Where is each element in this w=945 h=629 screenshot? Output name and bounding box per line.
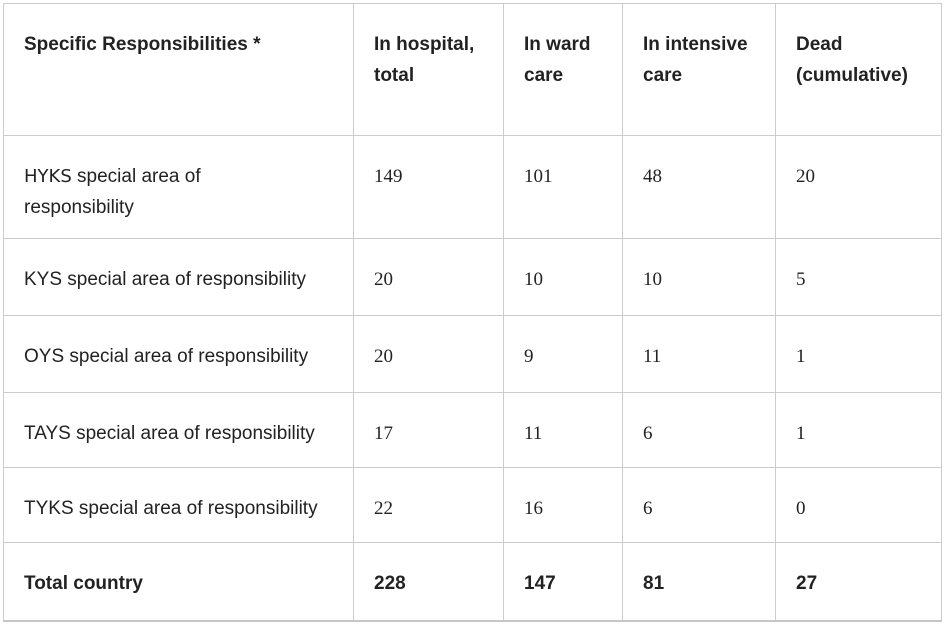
org-code: HYKS bbox=[24, 166, 72, 187]
column-header-responsibilities: Specific Responsibilities * bbox=[3, 3, 354, 136]
cell-kys-in-hospital: 20 bbox=[353, 238, 504, 316]
cell-oys-ward-care: 9 bbox=[503, 315, 623, 393]
header-row: Specific Responsibilities * In hospital,… bbox=[3, 3, 942, 136]
cell-kys-dead: 5 bbox=[775, 238, 942, 316]
cell-kys-intensive-care: 10 bbox=[622, 238, 776, 316]
cell-tays-intensive-care: 6 bbox=[622, 392, 776, 468]
cell-total-dead: 27 bbox=[775, 542, 942, 621]
cell-kys-ward-care: 10 bbox=[503, 238, 623, 316]
row-label-tyks: TYKS special area of responsibility bbox=[3, 467, 354, 543]
cell-hyks-dead: 20 bbox=[775, 135, 942, 239]
cell-hyks-in-hospital: 149 bbox=[353, 135, 504, 239]
cell-tays-in-hospital: 17 bbox=[353, 392, 504, 468]
cell-tyks-in-hospital: 22 bbox=[353, 467, 504, 543]
table-row-total: Total country 228 147 81 27 bbox=[3, 542, 942, 621]
row-label-total-country: Total country bbox=[3, 542, 354, 621]
column-header-in-intensive-care: In intensive care bbox=[622, 3, 776, 136]
table-row-oys: OYS special area of responsibility 20 9 … bbox=[3, 315, 942, 393]
table-row-tays: TAYS special area of responsibility 17 1… bbox=[3, 392, 942, 468]
column-header-in-ward-care: In ward care bbox=[503, 3, 623, 136]
cell-tyks-intensive-care: 6 bbox=[622, 467, 776, 543]
column-header-in-hospital-total: In hospital, total bbox=[353, 3, 504, 136]
column-header-dead-cumulative: Dead (cumulative) bbox=[775, 3, 942, 136]
cell-hyks-ward-care: 101 bbox=[503, 135, 623, 239]
row-label-oys: OYS special area of responsibility bbox=[3, 315, 354, 393]
cell-total-ward-care: 147 bbox=[503, 542, 623, 621]
cell-tyks-ward-care: 16 bbox=[503, 467, 623, 543]
cell-total-intensive-care: 81 bbox=[622, 542, 776, 621]
statistics-table: Specific Responsibilities * In hospital,… bbox=[3, 3, 942, 622]
table-row-hyks: HYKS special area of responsibility 149 … bbox=[3, 135, 942, 239]
row-label-kys: KYS special area of responsibility bbox=[3, 238, 354, 316]
cell-tays-dead: 1 bbox=[775, 392, 942, 468]
cell-hyks-intensive-care: 48 bbox=[622, 135, 776, 239]
cell-oys-dead: 1 bbox=[775, 315, 942, 393]
row-label-tays: TAYS special area of responsibility bbox=[3, 392, 354, 468]
cell-oys-in-hospital: 20 bbox=[353, 315, 504, 393]
row-label-hyks: HYKS special area of responsibility bbox=[3, 135, 354, 239]
cell-oys-intensive-care: 11 bbox=[622, 315, 776, 393]
row-label-suffix: special area of responsibility bbox=[24, 166, 201, 218]
table-row-tyks: TYKS special area of responsibility 22 1… bbox=[3, 467, 942, 543]
cell-tyks-dead: 0 bbox=[775, 467, 942, 543]
cell-tays-ward-care: 11 bbox=[503, 392, 623, 468]
row-label-text: HYKS special area of responsibility bbox=[24, 161, 274, 223]
cell-total-in-hospital: 228 bbox=[353, 542, 504, 621]
table-row-kys: KYS special area of responsibility 20 10… bbox=[3, 238, 942, 316]
